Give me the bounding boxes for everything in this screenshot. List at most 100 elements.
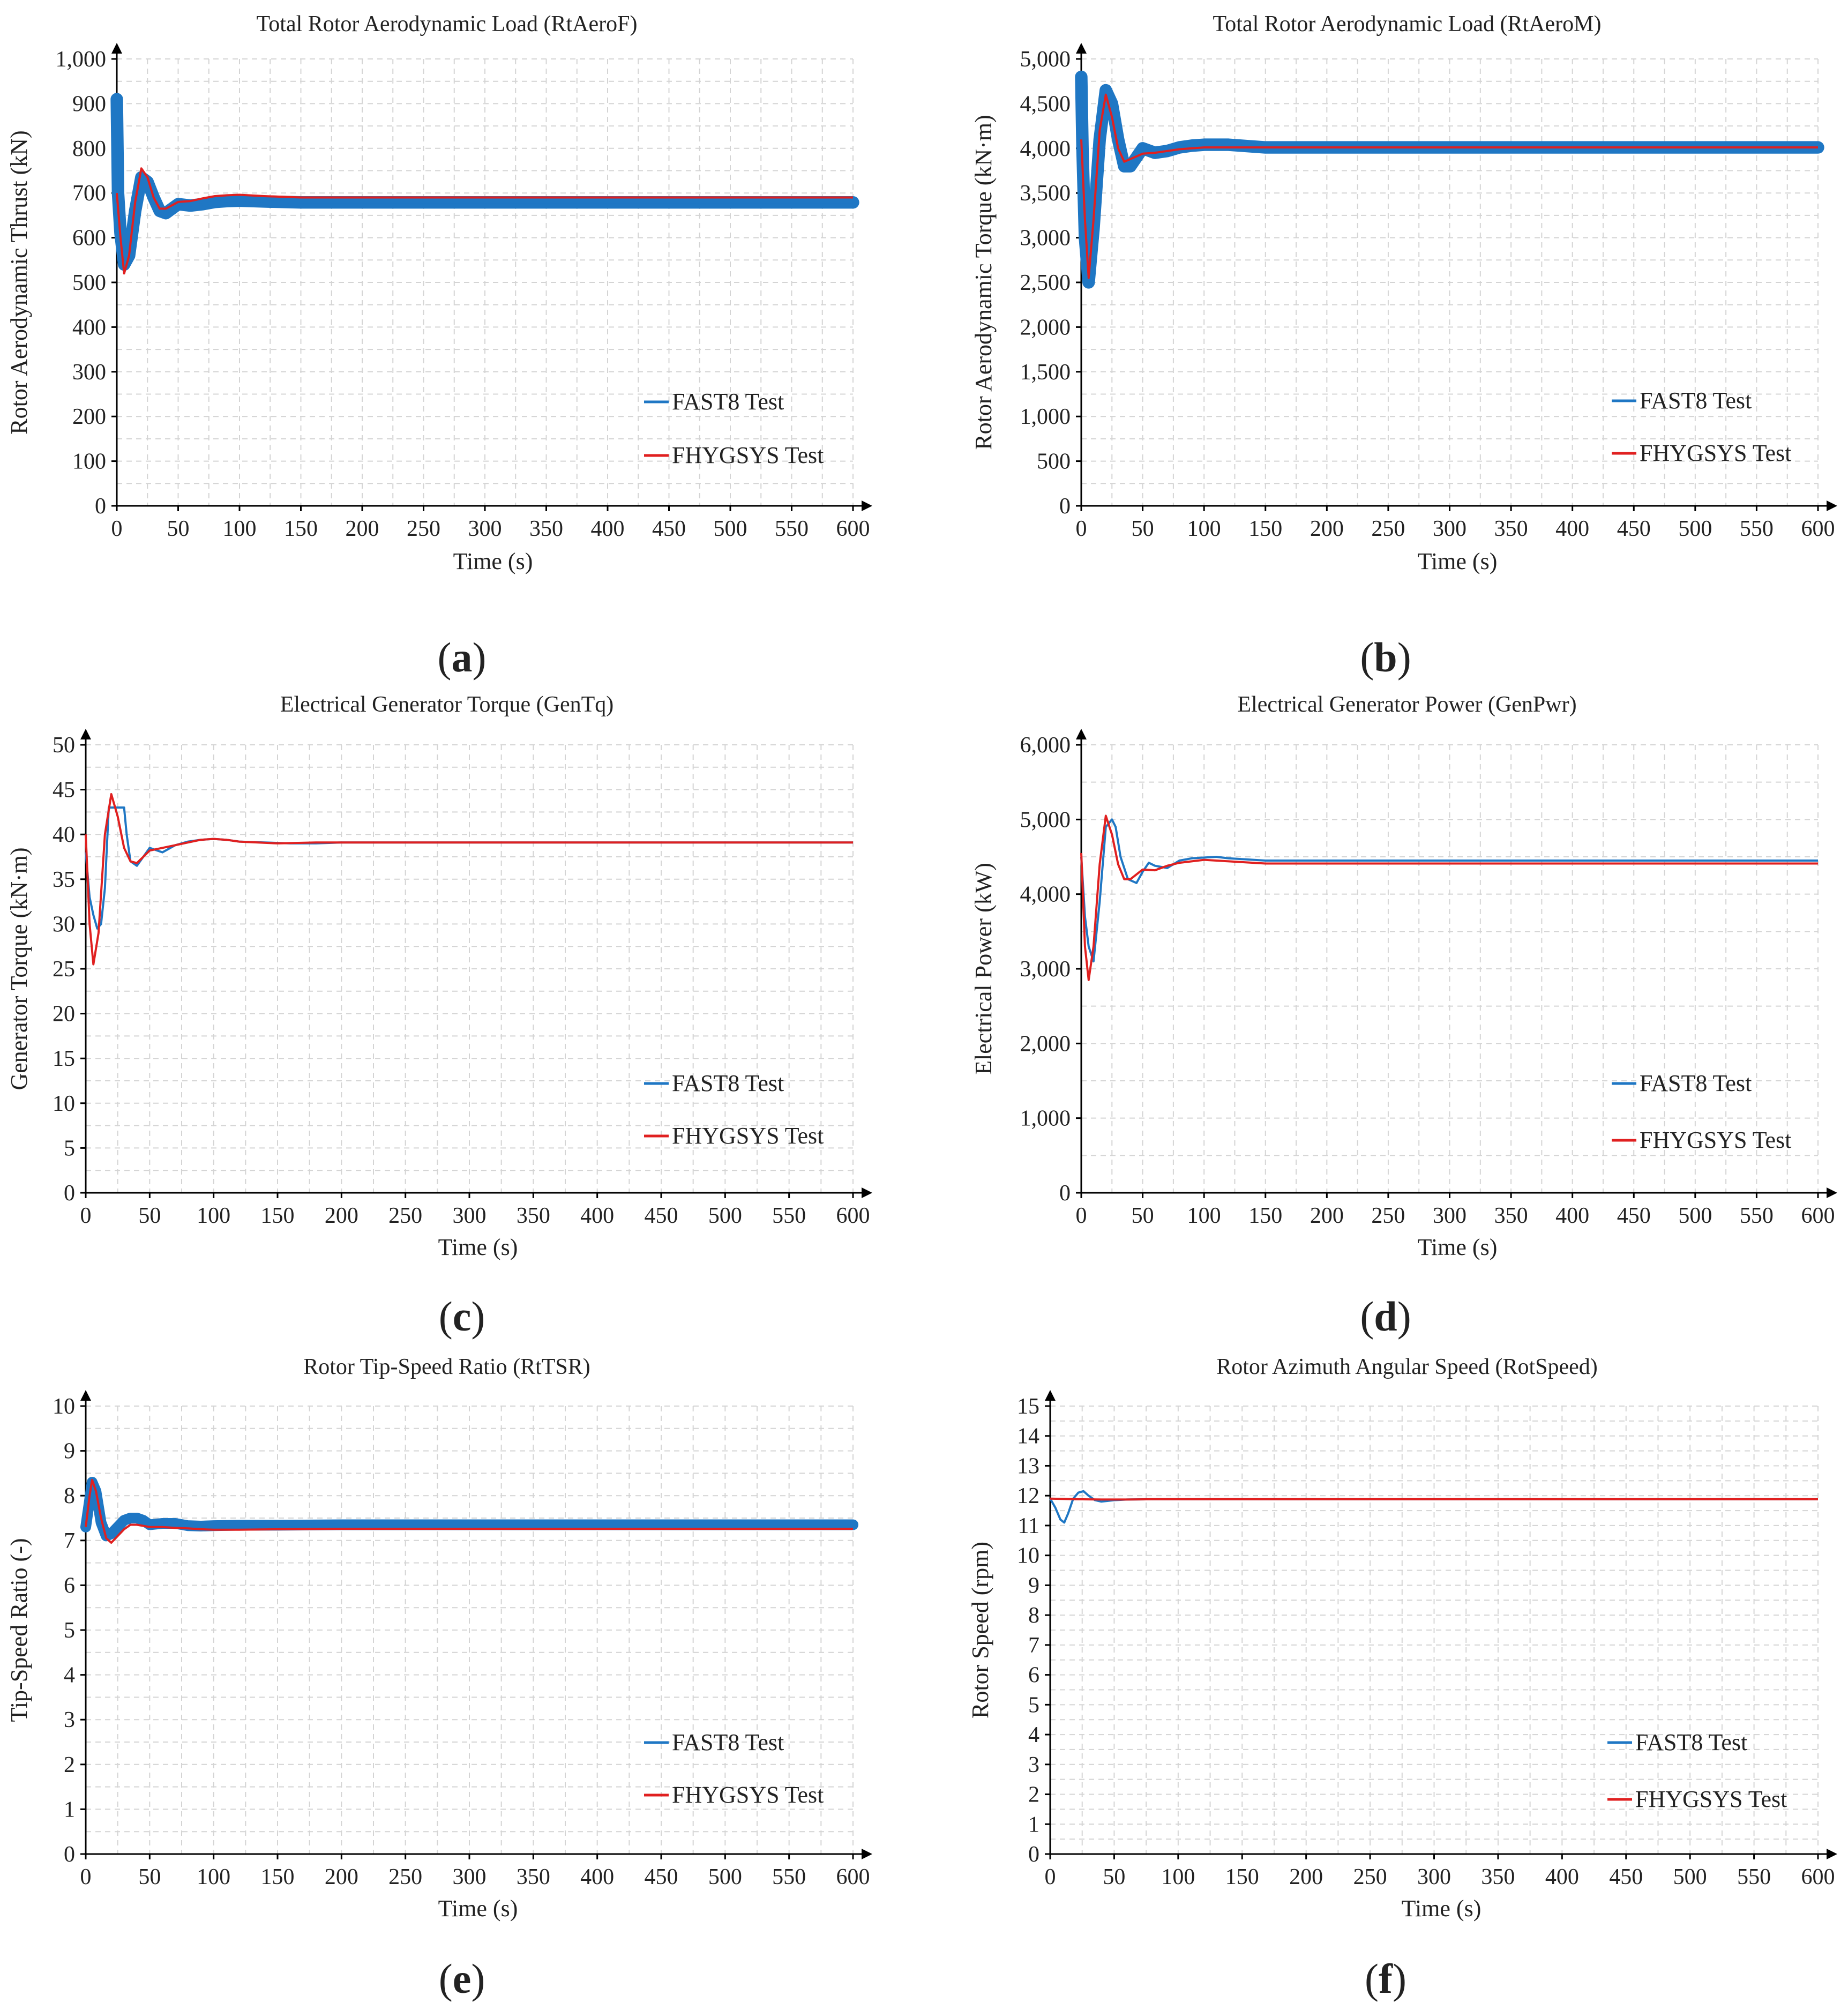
series-line-fhygsys-test (85, 793, 853, 966)
x-tick-label: 300 (1417, 1865, 1451, 1889)
x-tick-label: 600 (836, 1204, 870, 1228)
y-tick-label: 1,000 (56, 47, 107, 72)
x-axis-label: Time (s) (1418, 548, 1498, 574)
gridlines (86, 744, 854, 1193)
x-axis-label: Time (s) (453, 548, 533, 574)
legend-label-fast8-test: FAST8 Test (1640, 387, 1752, 414)
chart-panel-f: 0 50 100 150 200 250 300 350 400 450 500 550 600 0 1 2 3… (924, 1335, 1847, 2003)
y-axis-label: Generator Torque (kN·m) (6, 847, 32, 1090)
x-tick-label: 600 (1801, 1865, 1835, 1889)
x-tick-label: 500 (1678, 1204, 1712, 1228)
series-line-fhygsys-test (1080, 93, 1818, 279)
x-tick-label: 150 (1248, 517, 1282, 541)
y-tick-label: 45 (53, 778, 75, 803)
chart-a-svg: 0 50 100 150 200 250 300 350 400 450 500 550 600 0 100… (6, 12, 872, 574)
y-tick-label: 900 (72, 92, 106, 116)
x-tick-label: 550 (1740, 1204, 1774, 1228)
x-tick-label: 350 (1494, 517, 1528, 541)
y-tick-label: 9 (64, 1439, 75, 1464)
x-axis-arrow-icon (862, 1187, 872, 1198)
y-tick-label: 0 (64, 1181, 75, 1206)
x-tick-label: 550 (772, 1865, 806, 1889)
x-tick-label: 450 (645, 1204, 678, 1228)
x-tick-label: 100 (223, 517, 257, 541)
x-tick-label: 600 (1801, 517, 1835, 541)
caption-d: (d) (1360, 1293, 1411, 1340)
y-tick-label: 3,500 (1020, 181, 1071, 206)
x-tick-label: 500 (708, 1865, 742, 1889)
x-tick-label: 0 (80, 1204, 92, 1228)
y-tick-label: 6 (64, 1573, 75, 1598)
y-axis-arrow-icon (80, 729, 91, 739)
y-tick-label: 4 (64, 1663, 75, 1688)
x-tick-label: 500 (708, 1204, 742, 1228)
x-tick-label: 300 (453, 1865, 487, 1889)
x-axis-label: Time (s) (438, 1234, 518, 1260)
x-tick-label: 500 (1673, 1865, 1707, 1889)
x-tick-label: 600 (836, 1865, 870, 1889)
y-tick-label: 30 (53, 912, 75, 937)
x-tick-label: 150 (284, 517, 318, 541)
legend-label-fhygsys-test: FHYGSYS Test (1640, 440, 1791, 466)
x-tick-label: 100 (1187, 517, 1221, 541)
legend-label-fhygsys-test: FHYGSYS Test (1635, 1786, 1787, 1812)
x-tick-label: 400 (580, 1865, 614, 1889)
y-axis-arrow-icon (1045, 1390, 1056, 1401)
y-tick-label: 0 (1028, 1842, 1039, 1867)
y-tick-label: 100 (72, 450, 106, 474)
chart-title: Total Rotor Aerodynamic Load (RtAeroF) (257, 12, 638, 36)
x-tick-label: 100 (197, 1204, 230, 1228)
chart-title: Electrical Generator Power (GenPwr) (1237, 692, 1576, 717)
caption-c: (c) (438, 1293, 485, 1340)
legend-label-fast8-test: FAST8 Test (672, 388, 784, 415)
x-tick-label: 200 (1310, 517, 1344, 541)
y-axis-arrow-icon (1076, 43, 1087, 54)
x-tick-label: 50 (138, 1865, 161, 1889)
x-tick-label: 450 (652, 517, 686, 541)
chart-d-svg: 0 50 100 150 200 250 300 350 400 450 500 550 600 0 1,0… (970, 692, 1837, 1260)
x-tick-label: 50 (1132, 517, 1154, 541)
x-tick-label: 450 (645, 1865, 678, 1889)
legend-label-fast8-test: FAST8 Test (672, 1070, 784, 1096)
y-tick-label: 5,000 (1020, 808, 1071, 832)
x-tick-label: 450 (1617, 517, 1651, 541)
y-tick-label: 25 (53, 957, 75, 982)
x-axis-arrow-icon (862, 1849, 872, 1859)
x-tick-label: 150 (1225, 1865, 1259, 1889)
x-tick-label: 0 (111, 517, 123, 541)
caption-e: (e) (438, 1955, 485, 2002)
gridlines (1081, 58, 1819, 506)
x-tick-label: 400 (1545, 1865, 1579, 1889)
y-tick-label: 800 (72, 137, 106, 161)
y-tick-label: 500 (72, 271, 106, 295)
x-tick-label: 250 (1371, 1204, 1405, 1228)
y-axis-arrow-icon (1076, 729, 1087, 739)
x-tick-label: 100 (1187, 1204, 1221, 1228)
y-tick-label: 700 (72, 181, 106, 206)
x-tick-label: 0 (80, 1865, 92, 1889)
caption-a: (a) (437, 634, 487, 681)
chart-e-svg: 0 50 100 150 200 250 300 350 400 450 500 550 600 0 1 2 3… (6, 1355, 872, 1922)
x-axis-arrow-icon (1827, 1187, 1837, 1198)
x-tick-label: 250 (1353, 1865, 1387, 1889)
chart-panel-c: 0 50 100 150 200 250 300 350 400 450 500 550 600 0 5 10… (0, 668, 924, 1340)
y-tick-label: 35 (53, 868, 75, 892)
x-tick-label: 450 (1617, 1204, 1651, 1228)
y-tick-label: 6,000 (1020, 733, 1071, 758)
x-tick-label: 400 (1555, 1204, 1589, 1228)
x-tick-label: 200 (346, 517, 379, 541)
x-axis-label: Time (s) (1418, 1234, 1498, 1260)
y-tick-label: 300 (72, 360, 106, 385)
x-tick-label: 200 (1289, 1865, 1323, 1889)
y-tick-label: 2,500 (1020, 271, 1071, 295)
gridlines (86, 1406, 854, 1854)
y-tick-label: 13 (1017, 1454, 1039, 1478)
y-axis-arrow-icon (80, 1390, 91, 1401)
chart-panel-e: 0 50 100 150 200 250 300 350 400 450 500 550 600 0 1 2 3… (0, 1335, 924, 2003)
x-axis-label: Time (s) (1402, 1895, 1482, 1922)
x-tick-label: 50 (1132, 1204, 1154, 1228)
series-line-fast8-test (1080, 818, 1818, 963)
y-tick-label: 5 (64, 1136, 75, 1161)
x-tick-label: 350 (529, 517, 563, 541)
x-tick-label: 250 (388, 1865, 422, 1889)
